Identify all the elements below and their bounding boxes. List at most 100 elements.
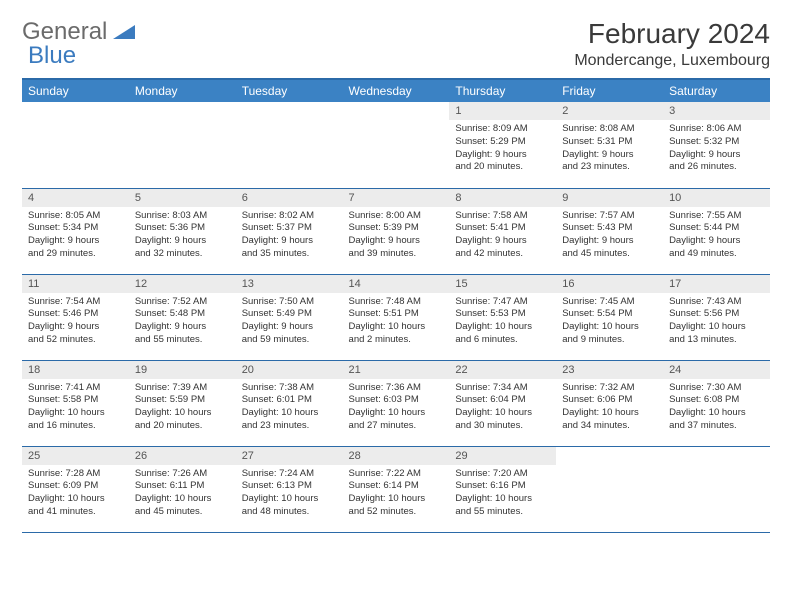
day-number: 7 [343, 189, 450, 207]
calendar-cell: 25Sunrise: 7:28 AMSunset: 6:09 PMDayligh… [22, 446, 129, 532]
day-details: Sunrise: 7:38 AMSunset: 6:01 PMDaylight:… [236, 379, 343, 437]
day-details: Sunrise: 7:55 AMSunset: 5:44 PMDaylight:… [663, 207, 770, 265]
daylight-line2: and 13 minutes. [669, 334, 764, 347]
day-details: Sunrise: 7:32 AMSunset: 6:06 PMDaylight:… [556, 379, 663, 437]
day-number: 3 [663, 102, 770, 120]
sunrise-text: Sunrise: 7:54 AM [28, 296, 123, 309]
sunset-text: Sunset: 5:43 PM [562, 222, 657, 235]
calendar-cell [663, 446, 770, 532]
day-details: Sunrise: 7:41 AMSunset: 5:58 PMDaylight:… [22, 379, 129, 437]
daylight-line1: Daylight: 10 hours [242, 493, 337, 506]
sunset-text: Sunset: 5:31 PM [562, 136, 657, 149]
daylight-line1: Daylight: 9 hours [669, 235, 764, 248]
sunrise-text: Sunrise: 7:32 AM [562, 382, 657, 395]
daylight-line1: Daylight: 9 hours [135, 235, 230, 248]
calendar-cell: 1Sunrise: 8:09 AMSunset: 5:29 PMDaylight… [449, 102, 556, 188]
day-details: Sunrise: 8:00 AMSunset: 5:39 PMDaylight:… [343, 207, 450, 265]
calendar-cell [236, 102, 343, 188]
sunrise-text: Sunrise: 8:09 AM [455, 123, 550, 136]
calendar-cell: 12Sunrise: 7:52 AMSunset: 5:48 PMDayligh… [129, 274, 236, 360]
calendar-cell: 22Sunrise: 7:34 AMSunset: 6:04 PMDayligh… [449, 360, 556, 446]
day-number: 12 [129, 275, 236, 293]
sunset-text: Sunset: 6:04 PM [455, 394, 550, 407]
daylight-line2: and 59 minutes. [242, 334, 337, 347]
calendar-cell: 23Sunrise: 7:32 AMSunset: 6:06 PMDayligh… [556, 360, 663, 446]
sunset-text: Sunset: 6:01 PM [242, 394, 337, 407]
sunrise-text: Sunrise: 7:58 AM [455, 210, 550, 223]
day-number [556, 447, 663, 453]
daylight-line1: Daylight: 9 hours [242, 235, 337, 248]
calendar-cell: 18Sunrise: 7:41 AMSunset: 5:58 PMDayligh… [22, 360, 129, 446]
day-number: 23 [556, 361, 663, 379]
calendar-cell [129, 102, 236, 188]
calendar-row: 1Sunrise: 8:09 AMSunset: 5:29 PMDaylight… [22, 102, 770, 188]
daylight-line1: Daylight: 9 hours [242, 321, 337, 334]
daylight-line2: and 39 minutes. [349, 248, 444, 261]
sunrise-text: Sunrise: 7:20 AM [455, 468, 550, 481]
sunset-text: Sunset: 5:58 PM [28, 394, 123, 407]
sunrise-text: Sunrise: 7:39 AM [135, 382, 230, 395]
daylight-line2: and 23 minutes. [562, 161, 657, 174]
daylight-line1: Daylight: 10 hours [349, 493, 444, 506]
sunrise-text: Sunrise: 7:28 AM [28, 468, 123, 481]
day-details: Sunrise: 8:09 AMSunset: 5:29 PMDaylight:… [449, 120, 556, 178]
sunset-text: Sunset: 5:34 PM [28, 222, 123, 235]
day-details: Sunrise: 7:28 AMSunset: 6:09 PMDaylight:… [22, 465, 129, 523]
calendar-row: 11Sunrise: 7:54 AMSunset: 5:46 PMDayligh… [22, 274, 770, 360]
daylight-line2: and 9 minutes. [562, 334, 657, 347]
calendar-cell: 10Sunrise: 7:55 AMSunset: 5:44 PMDayligh… [663, 188, 770, 274]
daylight-line2: and 6 minutes. [455, 334, 550, 347]
day-details: Sunrise: 7:24 AMSunset: 6:13 PMDaylight:… [236, 465, 343, 523]
daylight-line2: and 55 minutes. [135, 334, 230, 347]
day-details: Sunrise: 7:39 AMSunset: 5:59 PMDaylight:… [129, 379, 236, 437]
sunset-text: Sunset: 6:13 PM [242, 480, 337, 493]
calendar-cell: 28Sunrise: 7:22 AMSunset: 6:14 PMDayligh… [343, 446, 450, 532]
sunrise-text: Sunrise: 7:47 AM [455, 296, 550, 309]
sunset-text: Sunset: 5:36 PM [135, 222, 230, 235]
day-number: 22 [449, 361, 556, 379]
sunset-text: Sunset: 5:56 PM [669, 308, 764, 321]
day-number: 21 [343, 361, 450, 379]
triangle-icon [113, 18, 135, 46]
daylight-line1: Daylight: 10 hours [455, 493, 550, 506]
daylight-line1: Daylight: 10 hours [28, 493, 123, 506]
daylight-line2: and 35 minutes. [242, 248, 337, 261]
day-number: 20 [236, 361, 343, 379]
daylight-line1: Daylight: 10 hours [242, 407, 337, 420]
day-details: Sunrise: 7:43 AMSunset: 5:56 PMDaylight:… [663, 293, 770, 351]
sunrise-text: Sunrise: 7:50 AM [242, 296, 337, 309]
calendar-cell [343, 102, 450, 188]
daylight-line2: and 16 minutes. [28, 420, 123, 433]
calendar-cell: 15Sunrise: 7:47 AMSunset: 5:53 PMDayligh… [449, 274, 556, 360]
day-number: 5 [129, 189, 236, 207]
day-details: Sunrise: 7:47 AMSunset: 5:53 PMDaylight:… [449, 293, 556, 351]
day-details: Sunrise: 7:36 AMSunset: 6:03 PMDaylight:… [343, 379, 450, 437]
calendar-cell: 2Sunrise: 8:08 AMSunset: 5:31 PMDaylight… [556, 102, 663, 188]
day-number: 24 [663, 361, 770, 379]
daylight-line1: Daylight: 10 hours [349, 321, 444, 334]
sunset-text: Sunset: 5:49 PM [242, 308, 337, 321]
day-number [22, 102, 129, 108]
day-details: Sunrise: 8:02 AMSunset: 5:37 PMDaylight:… [236, 207, 343, 265]
day-details: Sunrise: 7:45 AMSunset: 5:54 PMDaylight:… [556, 293, 663, 351]
sunset-text: Sunset: 5:44 PM [669, 222, 764, 235]
daylight-line1: Daylight: 10 hours [562, 407, 657, 420]
sunset-text: Sunset: 6:03 PM [349, 394, 444, 407]
daylight-line2: and 2 minutes. [349, 334, 444, 347]
day-number: 14 [343, 275, 450, 293]
sunset-text: Sunset: 6:16 PM [455, 480, 550, 493]
calendar-row: 18Sunrise: 7:41 AMSunset: 5:58 PMDayligh… [22, 360, 770, 446]
daylight-line1: Daylight: 10 hours [455, 321, 550, 334]
day-details: Sunrise: 7:48 AMSunset: 5:51 PMDaylight:… [343, 293, 450, 351]
sunset-text: Sunset: 5:37 PM [242, 222, 337, 235]
sunrise-text: Sunrise: 7:30 AM [669, 382, 764, 395]
sunrise-text: Sunrise: 7:41 AM [28, 382, 123, 395]
sunrise-text: Sunrise: 8:05 AM [28, 210, 123, 223]
daylight-line2: and 48 minutes. [242, 506, 337, 519]
sunset-text: Sunset: 6:11 PM [135, 480, 230, 493]
sunrise-text: Sunrise: 7:26 AM [135, 468, 230, 481]
weekday-fri: Friday [556, 79, 663, 102]
title-block: February 2024 Mondercange, Luxembourg [574, 18, 770, 70]
calendar-cell: 29Sunrise: 7:20 AMSunset: 6:16 PMDayligh… [449, 446, 556, 532]
calendar-cell: 24Sunrise: 7:30 AMSunset: 6:08 PMDayligh… [663, 360, 770, 446]
